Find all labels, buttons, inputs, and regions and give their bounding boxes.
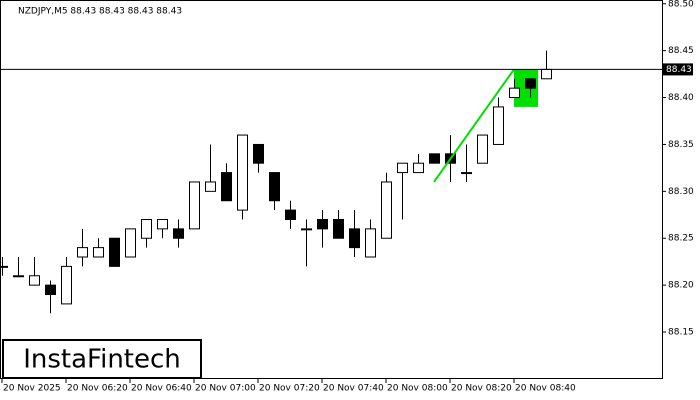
candle-body: [541, 68, 552, 80]
y-tick-label: 88.30: [668, 187, 694, 197]
x-tick-label: 20 Nov 06:20: [67, 384, 128, 394]
candle-body: [173, 228, 184, 239]
x-tick-label: 20 Nov 07:20: [259, 384, 320, 394]
candle-body: [109, 237, 120, 267]
candle-body: [493, 106, 504, 145]
candle-body: [477, 134, 488, 164]
logo-box: [2, 339, 202, 379]
candle-body: [205, 181, 216, 192]
candle-body: [0, 265, 8, 268]
candle-body: [221, 172, 232, 202]
candle-body: [13, 275, 24, 278]
candle-body: [509, 87, 520, 99]
y-tick-label: 88.35: [668, 140, 694, 150]
x-tick-label: 20 Nov 07:00: [195, 384, 256, 394]
candle-body: [93, 247, 104, 258]
x-tick-label: 20 Nov 06:40: [131, 384, 192, 394]
price-label-bg: [663, 63, 693, 76]
logo: InstaFintech: [23, 345, 181, 375]
candle-body: [397, 162, 408, 174]
x-tick-label: 20 Nov 08:40: [515, 384, 576, 394]
chart-header: NZDJPY,M5 88.43 88.43 88.43 88.43: [18, 7, 182, 17]
candle-body: [29, 275, 40, 286]
y-tick-label: 88.45: [668, 46, 694, 56]
plot-frame: [0, 0, 663, 379]
candle-body: [61, 265, 72, 305]
candle-body: [253, 143, 264, 164]
candle-body: [237, 134, 248, 211]
marks: [0, 50, 552, 314]
candle-body: [333, 218, 344, 239]
price-label: 88.43: [666, 65, 692, 75]
y-tick-label: 88.20: [668, 281, 694, 291]
x-tick-label: 20 Nov 08:20: [451, 384, 512, 394]
candle-body: [285, 209, 296, 220]
y-tick-label: 88.25: [668, 234, 694, 244]
pattern-line: [433, 68, 515, 183]
candle-body: [301, 228, 312, 231]
candle-body: [365, 228, 376, 258]
candle-body: [381, 181, 392, 239]
candle-body: [189, 181, 200, 230]
candle-body: [317, 218, 328, 230]
candle-body: [461, 172, 472, 175]
candle-body: [429, 153, 440, 164]
x-tick-label: 20 Nov 2025: [3, 384, 61, 394]
y-tick-label: 88.15: [668, 328, 694, 338]
candle-body: [77, 247, 88, 258]
candle-body: [125, 228, 136, 258]
candle-body: [45, 284, 56, 296]
candle-body: [141, 218, 152, 239]
candle-body: [413, 162, 424, 174]
y-tick-label: 88.40: [668, 93, 694, 103]
x-tick-label: 20 Nov 08:00: [387, 384, 448, 394]
y-tick-label: 88.50: [668, 0, 694, 9]
candle-body: [525, 78, 536, 89]
x-tick-label: 20 Nov 07:40: [323, 384, 384, 394]
candle-body: [157, 218, 168, 230]
candle-body: [349, 228, 360, 249]
candle-body: [269, 172, 280, 202]
